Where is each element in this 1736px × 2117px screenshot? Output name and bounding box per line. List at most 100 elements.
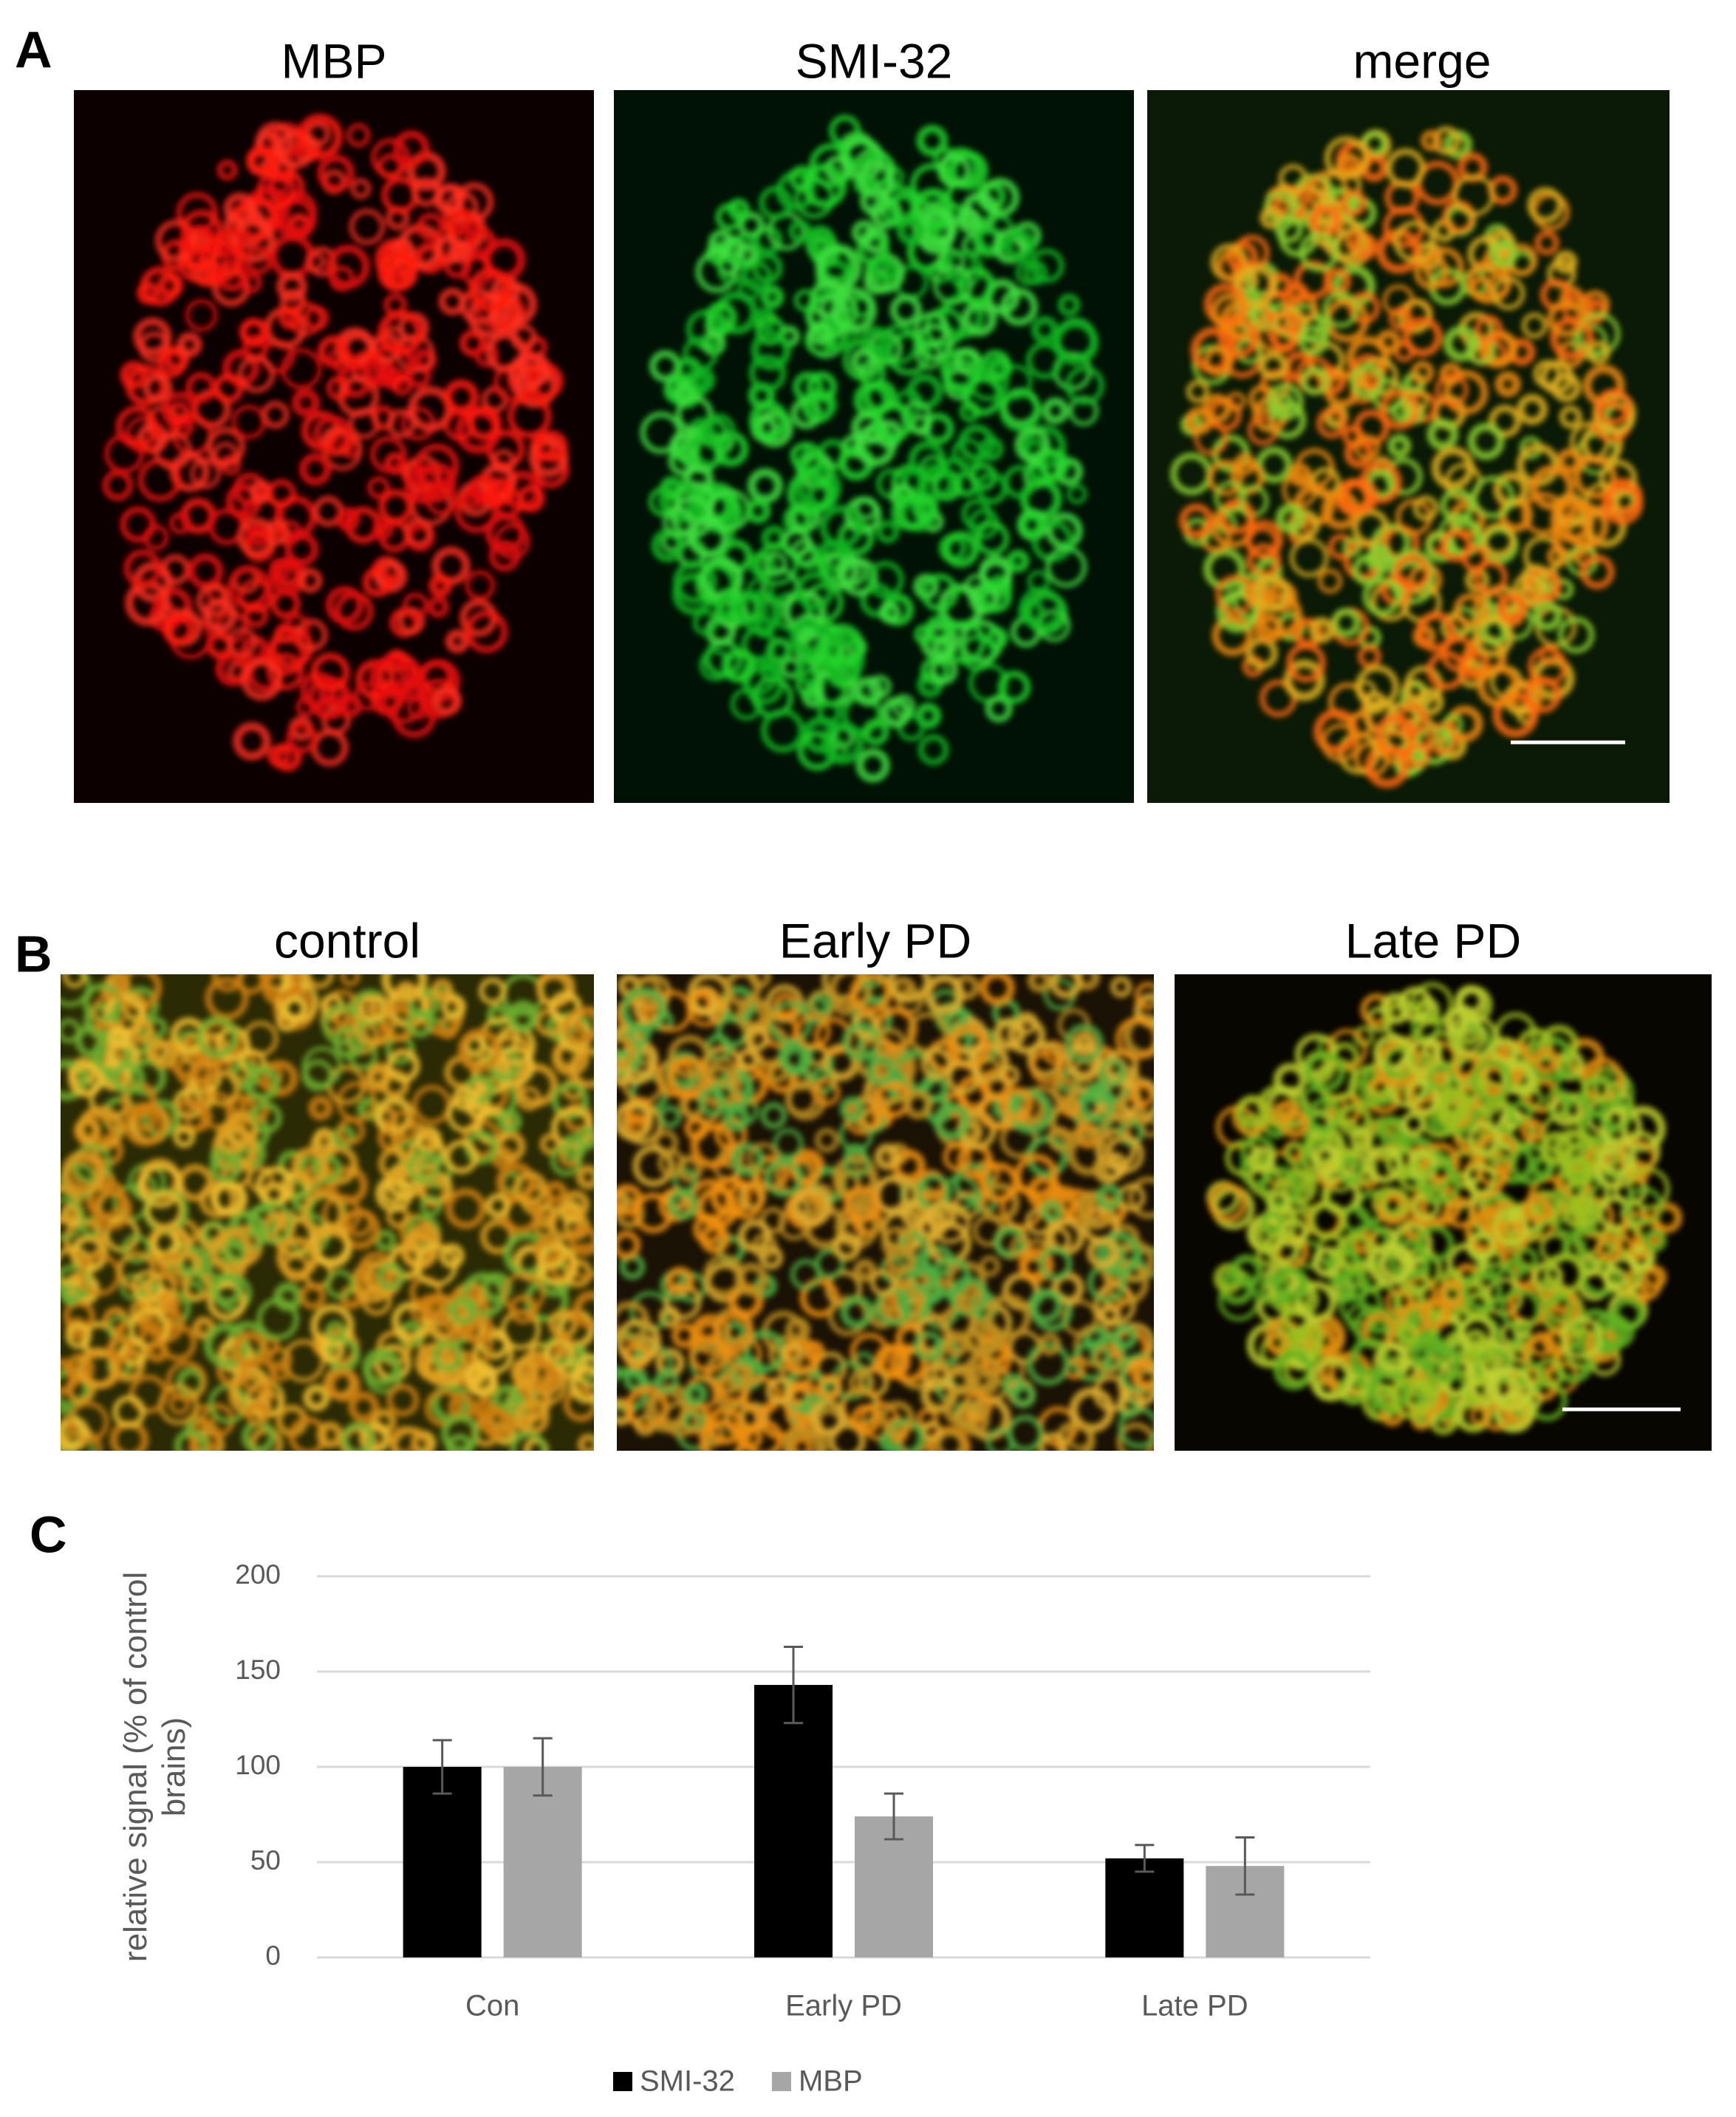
cell <box>1045 512 1083 550</box>
cell <box>493 523 530 560</box>
cell <box>913 1331 944 1361</box>
cell <box>92 992 129 1030</box>
cell <box>376 1262 405 1291</box>
cell <box>663 1282 702 1321</box>
cell <box>1483 1404 1510 1432</box>
cell <box>721 649 756 683</box>
cell <box>123 549 163 588</box>
cell <box>457 1028 502 1073</box>
cell <box>267 479 296 509</box>
cell <box>1186 380 1210 403</box>
cell <box>915 702 942 729</box>
cell <box>1427 1063 1456 1092</box>
cell <box>1510 1341 1534 1364</box>
cell <box>1008 1089 1053 1135</box>
error-bar <box>432 1739 452 1795</box>
cell <box>91 1189 132 1231</box>
cell <box>993 1226 1025 1258</box>
cell <box>278 306 302 330</box>
cell <box>790 1436 813 1451</box>
cell <box>1294 1281 1337 1324</box>
cell <box>1127 1176 1154 1219</box>
cell <box>1626 1242 1656 1273</box>
cell <box>210 1273 244 1307</box>
cell <box>676 441 700 465</box>
cell <box>1037 448 1070 481</box>
cell <box>209 1228 254 1274</box>
cell <box>360 1285 393 1316</box>
cell <box>138 1163 183 1208</box>
cell <box>468 267 513 312</box>
cell <box>1006 549 1030 573</box>
cell <box>683 1382 708 1407</box>
cell <box>985 1428 1015 1451</box>
cell <box>1098 1058 1127 1087</box>
cell <box>392 375 413 396</box>
cell <box>1624 1186 1664 1225</box>
cell <box>445 1433 474 1451</box>
cell <box>817 1374 842 1400</box>
cell <box>911 188 955 232</box>
cell <box>997 364 1033 400</box>
cell <box>780 1341 802 1363</box>
cell <box>765 1376 794 1405</box>
cell <box>880 1400 915 1436</box>
cell <box>1469 1374 1502 1406</box>
cell <box>1098 1303 1122 1327</box>
cell <box>658 1188 693 1222</box>
cell <box>1026 1341 1070 1386</box>
cell <box>1093 1344 1124 1375</box>
cell <box>1327 1028 1368 1070</box>
cell <box>1599 1106 1643 1149</box>
cell <box>207 1281 247 1321</box>
cell <box>1268 1332 1290 1354</box>
cell <box>874 1143 902 1171</box>
cell <box>1410 360 1435 385</box>
cell <box>886 331 931 376</box>
cell <box>1533 1047 1559 1074</box>
cell <box>406 1009 434 1038</box>
cell <box>832 1232 862 1262</box>
cell <box>1066 1423 1093 1451</box>
cell <box>1254 613 1284 644</box>
cell <box>1397 704 1429 736</box>
cell <box>738 1047 761 1070</box>
cell <box>1439 362 1463 386</box>
cell <box>1014 426 1051 463</box>
cell <box>997 670 1031 704</box>
cell <box>539 1132 562 1155</box>
cell <box>876 520 900 544</box>
cell <box>841 1386 882 1428</box>
cell <box>793 289 817 312</box>
cell <box>61 1246 94 1287</box>
cell <box>662 1400 700 1437</box>
cell <box>1404 1039 1443 1076</box>
cell <box>117 1251 157 1290</box>
cell <box>814 1248 845 1279</box>
cell <box>346 123 371 148</box>
cell <box>350 178 372 199</box>
cell <box>878 601 901 624</box>
cell <box>1015 260 1041 286</box>
cell <box>1610 1296 1646 1331</box>
cell <box>440 993 466 1019</box>
cell <box>1368 543 1392 567</box>
cell <box>407 697 431 720</box>
cell <box>1508 1101 1534 1126</box>
cell <box>932 635 955 660</box>
cell <box>1402 316 1443 358</box>
cell <box>337 1117 366 1145</box>
cell <box>796 1013 831 1049</box>
cell <box>1467 1121 1502 1156</box>
cell <box>1211 293 1249 331</box>
cell <box>687 516 729 558</box>
cell <box>654 1368 679 1394</box>
cell <box>1285 1142 1310 1168</box>
cell <box>155 219 197 262</box>
cell <box>308 1095 333 1121</box>
cell <box>1351 508 1390 547</box>
legend-swatch <box>771 2072 791 2091</box>
cell <box>958 209 983 235</box>
cell <box>244 245 273 275</box>
